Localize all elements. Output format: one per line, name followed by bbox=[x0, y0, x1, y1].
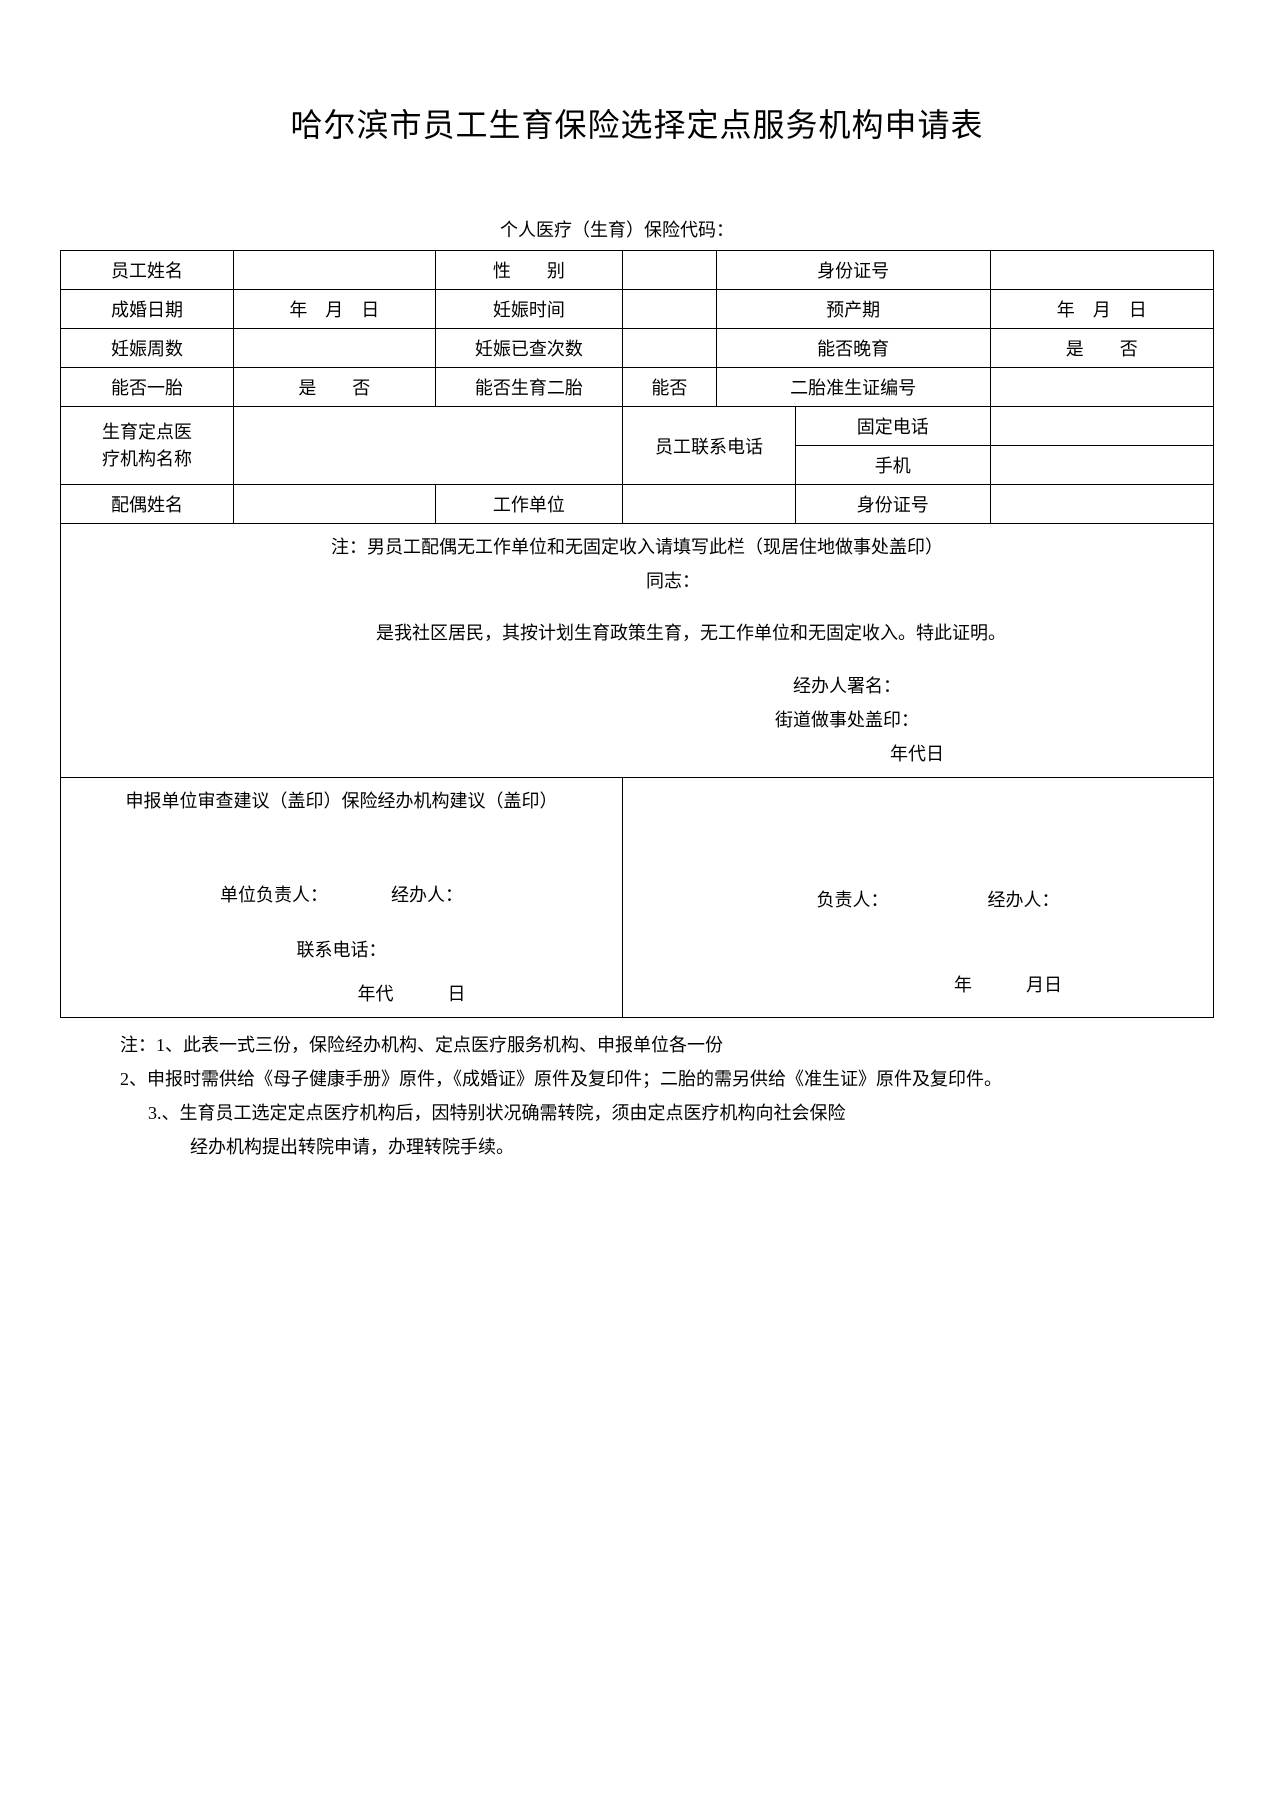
signature-office: 街道做事处盖印： bbox=[65, 703, 1209, 737]
label-work-unit: 工作单位 bbox=[435, 485, 622, 524]
label-contact-phone: 员工联系电话 bbox=[623, 407, 796, 485]
label-second-birth: 能否生育二胎 bbox=[435, 368, 622, 407]
label-permit-number: 二胎准生证编号 bbox=[716, 368, 990, 407]
unit-review-title: 申报单位审查建议（盖印）保险经办机构建议（盖印） bbox=[65, 784, 618, 818]
value-work-unit bbox=[623, 485, 796, 524]
value-gender bbox=[623, 251, 717, 290]
label-hospital-line2: 疗机构名称 bbox=[102, 449, 192, 469]
value-permit-number bbox=[990, 368, 1213, 407]
unit-phone-line: 联系电话： bbox=[65, 933, 618, 967]
footnote-1: 注：1、此表一式三份，保险经办机构、定点医疗服务机构、申报单位各一份 bbox=[120, 1028, 1174, 1062]
label-mobile-phone: 手机 bbox=[796, 446, 991, 485]
value-due-date: 年 月 日 bbox=[990, 290, 1213, 329]
value-marriage-date: 年 月 日 bbox=[233, 290, 435, 329]
table-row: 申报单位审查建议（盖印）保险经办机构建议（盖印） 单位负责人： 经办人： 联系电… bbox=[61, 778, 1214, 1018]
value-first-birth: 是 否 bbox=[233, 368, 435, 407]
value-pregnancy-weeks bbox=[233, 329, 435, 368]
label-checkup-count: 妊娠已查次数 bbox=[435, 329, 622, 368]
label-due-date: 预产期 bbox=[716, 290, 990, 329]
footnote-2-text: 2、申报时需供给《母子健康手册》原件，《成婚证》原件及复印件；二胎的需另供给《准… bbox=[120, 1062, 1002, 1096]
value-late-birth: 是 否 bbox=[990, 329, 1213, 368]
value-hospital-name bbox=[233, 407, 622, 485]
table-row: 员工姓名 性 别 身份证号 bbox=[61, 251, 1214, 290]
label-spouse-name: 配偶姓名 bbox=[61, 485, 234, 524]
value-mobile-phone bbox=[990, 446, 1213, 485]
label-first-birth: 能否一胎 bbox=[61, 368, 234, 407]
spacer bbox=[65, 651, 1209, 669]
table-row: 成婚日期 年 月 日 妊娠时间 预产期 年 月 日 bbox=[61, 290, 1214, 329]
footnote-2: 2、申报时需供给《母子健康手册》原件，《成婚证》原件及复印件；二胎的需另供给《准… bbox=[120, 1062, 1174, 1096]
footnotes: 注：1、此表一式三份，保险经办机构、定点医疗服务机构、申报单位各一份 2、申报时… bbox=[60, 1028, 1214, 1165]
agency-review-block: 负责人： 经办人： 年 月日 bbox=[623, 778, 1214, 1018]
insurance-code-label: 个人医疗（生育）保险代码： bbox=[500, 216, 1214, 242]
value-pregnancy-time bbox=[623, 290, 717, 329]
table-row: 生育定点医 疗机构名称 员工联系电话 固定电话 bbox=[61, 407, 1214, 446]
spacer bbox=[65, 598, 1209, 616]
signature-handler: 经办人署名： bbox=[65, 669, 1209, 703]
label-late-birth: 能否晚育 bbox=[716, 329, 990, 368]
label-pregnancy-time: 妊娠时间 bbox=[435, 290, 622, 329]
label-hospital-name: 生育定点医 疗机构名称 bbox=[61, 407, 234, 485]
spouse-declaration-block: 注：男员工配偶无工作单位和无固定收入请填写此栏（现居住地做事处盖印） 同志： 是… bbox=[61, 524, 1214, 778]
label-hospital-line1: 生育定点医 bbox=[102, 422, 192, 442]
note-line-2: 同志： bbox=[65, 564, 1209, 598]
value-id-number bbox=[990, 251, 1213, 290]
note-line-3: 是我社区居民，其按计划生育政策生育，无工作单位和无固定收入。特此证明。 bbox=[65, 616, 1209, 650]
agency-leader-line: 负责人： 经办人： bbox=[627, 883, 1209, 917]
table-row: 能否一胎 是 否 能否生育二胎 能否 二胎准生证编号 bbox=[61, 368, 1214, 407]
label-fixed-phone: 固定电话 bbox=[796, 407, 991, 446]
page-title: 哈尔滨市员工生育保险选择定点服务机构申请表 bbox=[60, 100, 1214, 146]
application-form-table: 员工姓名 性 别 身份证号 成婚日期 年 月 日 妊娠时间 预产期 年 月 日 … bbox=[60, 250, 1214, 1018]
unit-date-line: 年代 日 bbox=[65, 977, 618, 1011]
label-gender: 性 别 bbox=[435, 251, 622, 290]
value-spouse-id bbox=[990, 485, 1213, 524]
note-line-1: 注：男员工配偶无工作单位和无固定收入请填写此栏（现居住地做事处盖印） bbox=[65, 530, 1209, 564]
footnote-3b: 经办机构提出转院申请，办理转院手续。 bbox=[120, 1130, 1174, 1164]
label-spouse-id: 身份证号 bbox=[796, 485, 991, 524]
signature-date: 年代日 bbox=[65, 737, 1209, 771]
table-row: 配偶姓名 工作单位 身份证号 bbox=[61, 485, 1214, 524]
unit-leader-line: 单位负责人： 经办人： bbox=[65, 878, 618, 912]
value-checkup-count bbox=[623, 329, 717, 368]
agency-date-line: 年 月日 bbox=[627, 968, 1209, 1002]
label-employee-name: 员工姓名 bbox=[61, 251, 234, 290]
footnote-3a: 3.、生育员工选定定点医疗机构后，因特别状况确需转院，须由定点医疗机构向社会保险 bbox=[120, 1096, 1174, 1130]
spacer bbox=[627, 793, 1209, 883]
table-row: 妊娠周数 妊娠已查次数 能否晚育 是 否 bbox=[61, 329, 1214, 368]
unit-review-block: 申报单位审查建议（盖印）保险经办机构建议（盖印） 单位负责人： 经办人： 联系电… bbox=[61, 778, 623, 1018]
label-marriage-date: 成婚日期 bbox=[61, 290, 234, 329]
value-spouse-name bbox=[233, 485, 435, 524]
table-row: 注：男员工配偶无工作单位和无固定收入请填写此栏（现居住地做事处盖印） 同志： 是… bbox=[61, 524, 1214, 778]
label-pregnancy-weeks: 妊娠周数 bbox=[61, 329, 234, 368]
label-id-number: 身份证号 bbox=[716, 251, 990, 290]
value-employee-name bbox=[233, 251, 435, 290]
value-second-birth: 能否 bbox=[623, 368, 717, 407]
value-fixed-phone bbox=[990, 407, 1213, 446]
